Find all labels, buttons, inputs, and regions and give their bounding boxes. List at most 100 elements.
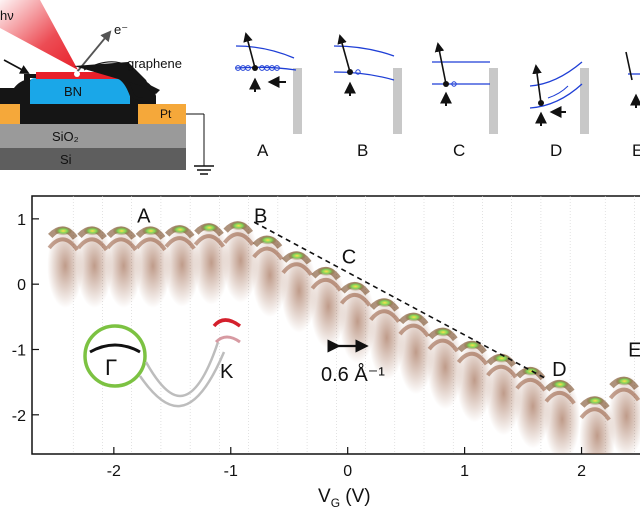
graphite-band: [20, 104, 138, 124]
spectrum-15: [485, 351, 522, 436]
schematic-panel-c: [432, 42, 498, 134]
spectrum-11: [368, 295, 405, 380]
spectrum-16: [514, 364, 551, 449]
spectrum-band-lower: [369, 309, 401, 323]
x-axis-sub: G: [330, 495, 341, 510]
spectrum-3: [134, 223, 171, 308]
point-label-c: C: [342, 247, 356, 269]
spectrum-band-lower: [193, 234, 226, 248]
inset-band-2: [138, 351, 226, 408]
spectrum-5: [193, 220, 230, 305]
inset-band-sketch: Γ K: [83, 318, 242, 408]
y-tick-label: 1: [17, 212, 26, 229]
spectrum-18: [579, 393, 616, 454]
graphene-leader: [83, 61, 129, 71]
spectrum-spot: [141, 226, 160, 236]
schematic-panel-a: [235, 32, 302, 134]
spectrum-band-lower: [281, 262, 313, 276]
gamma-label: Γ: [105, 355, 117, 380]
spectrum-9: [310, 264, 347, 349]
pt-contact: [150, 104, 186, 124]
scale-bar-label: 0.6 Å⁻¹: [321, 363, 385, 386]
schematic-label-d: D: [550, 141, 562, 160]
spectrum-4: [164, 222, 201, 307]
probe-arrow: [3, 59, 30, 74]
schematic-panel-b: [333, 34, 402, 134]
x-tick-label: -2: [107, 463, 121, 480]
scale-bar: 0.6 Å⁻¹: [321, 339, 385, 386]
spectrum-spot: [615, 376, 634, 386]
schematic-panel-d: [529, 61, 589, 134]
x-tick-label: -1: [224, 463, 238, 480]
graphene-label: graphene: [127, 56, 182, 71]
k-band-red: [212, 318, 242, 328]
gamma-circle: [83, 324, 147, 388]
spectrum-spot: [171, 225, 190, 235]
spectrum-1: [76, 223, 113, 308]
spectrum-6: [222, 218, 259, 303]
spectrum-spot: [112, 226, 131, 236]
spectrum-spot: [521, 366, 540, 376]
spectrum-spot: [258, 235, 277, 245]
schematic-label-e: E: [632, 141, 640, 160]
point-label-e: E: [628, 339, 640, 361]
spectrum-band-lower: [515, 377, 547, 392]
x-axis-label: VG (V): [318, 486, 371, 510]
y-tick-label: -1: [12, 342, 26, 359]
spectrum-7: [251, 233, 288, 318]
schematic-label-b: B: [357, 141, 368, 160]
spectrum-0: [47, 223, 84, 308]
bn-layer: [30, 78, 130, 104]
photon-label: hν: [0, 8, 14, 23]
spectrum-spot: [375, 298, 394, 308]
k-label: K: [220, 361, 234, 383]
schematic-label-c: C: [453, 141, 465, 160]
bn-label: BN: [64, 84, 82, 99]
axis-layer: -2 -1 0 1 2 1 0 -1 -2: [12, 212, 586, 480]
spectrum-spot: [346, 281, 365, 291]
spectrum-17: [544, 377, 581, 454]
spectrum-19: [608, 374, 640, 454]
spectrum-14: [456, 338, 493, 423]
x-tick-label: 2: [577, 463, 586, 480]
spectrum-2: [105, 223, 142, 308]
point-label-b: B: [254, 206, 267, 228]
spectrum-spot: [317, 266, 336, 276]
graphene-top: [74, 62, 160, 94]
x-tick-label: 0: [343, 463, 352, 480]
schematic-panel-e: [625, 51, 640, 108]
spectrum-band-lower: [310, 277, 342, 292]
spectrum-spot: [288, 251, 307, 261]
spectrum-band-lower: [223, 232, 255, 246]
si-layer: [0, 148, 186, 170]
schematic-label-a: A: [257, 141, 269, 160]
band-schematics: [235, 32, 640, 134]
spectrum-band-lower: [486, 364, 518, 379]
electron-arrow: [76, 30, 112, 73]
laser-beam: [0, 0, 78, 70]
electron-label: e⁻: [114, 22, 128, 37]
spectrum-band-lower: [106, 237, 138, 252]
spectrum-12: [398, 310, 434, 395]
spectrum-spot: [229, 221, 248, 231]
spectrum-band-lower: [164, 236, 196, 250]
sio2-layer: [0, 124, 186, 148]
spectrum-spot: [200, 223, 219, 233]
spectrum-band-lower: [544, 390, 576, 405]
beam-spot: [74, 71, 80, 77]
spectrum-band-lower: [47, 237, 79, 252]
si-label: Si: [60, 152, 72, 167]
spectrum-spot: [492, 353, 511, 363]
spectrum-13: [427, 325, 464, 410]
spectrum-8: [281, 248, 318, 333]
spectrum-band-lower: [456, 351, 489, 366]
spectrum-band-lower: [579, 407, 611, 421]
dirac-trend-line: [253, 221, 547, 380]
pt-label: Pt: [160, 107, 172, 121]
point-label-a: A: [137, 206, 151, 228]
point-label-d: D: [552, 359, 566, 381]
spectrum-haze: [579, 393, 616, 454]
spectrum-spot: [83, 226, 102, 236]
spectrum-band-lower: [608, 387, 640, 402]
spectrum-band-lower: [135, 237, 167, 252]
